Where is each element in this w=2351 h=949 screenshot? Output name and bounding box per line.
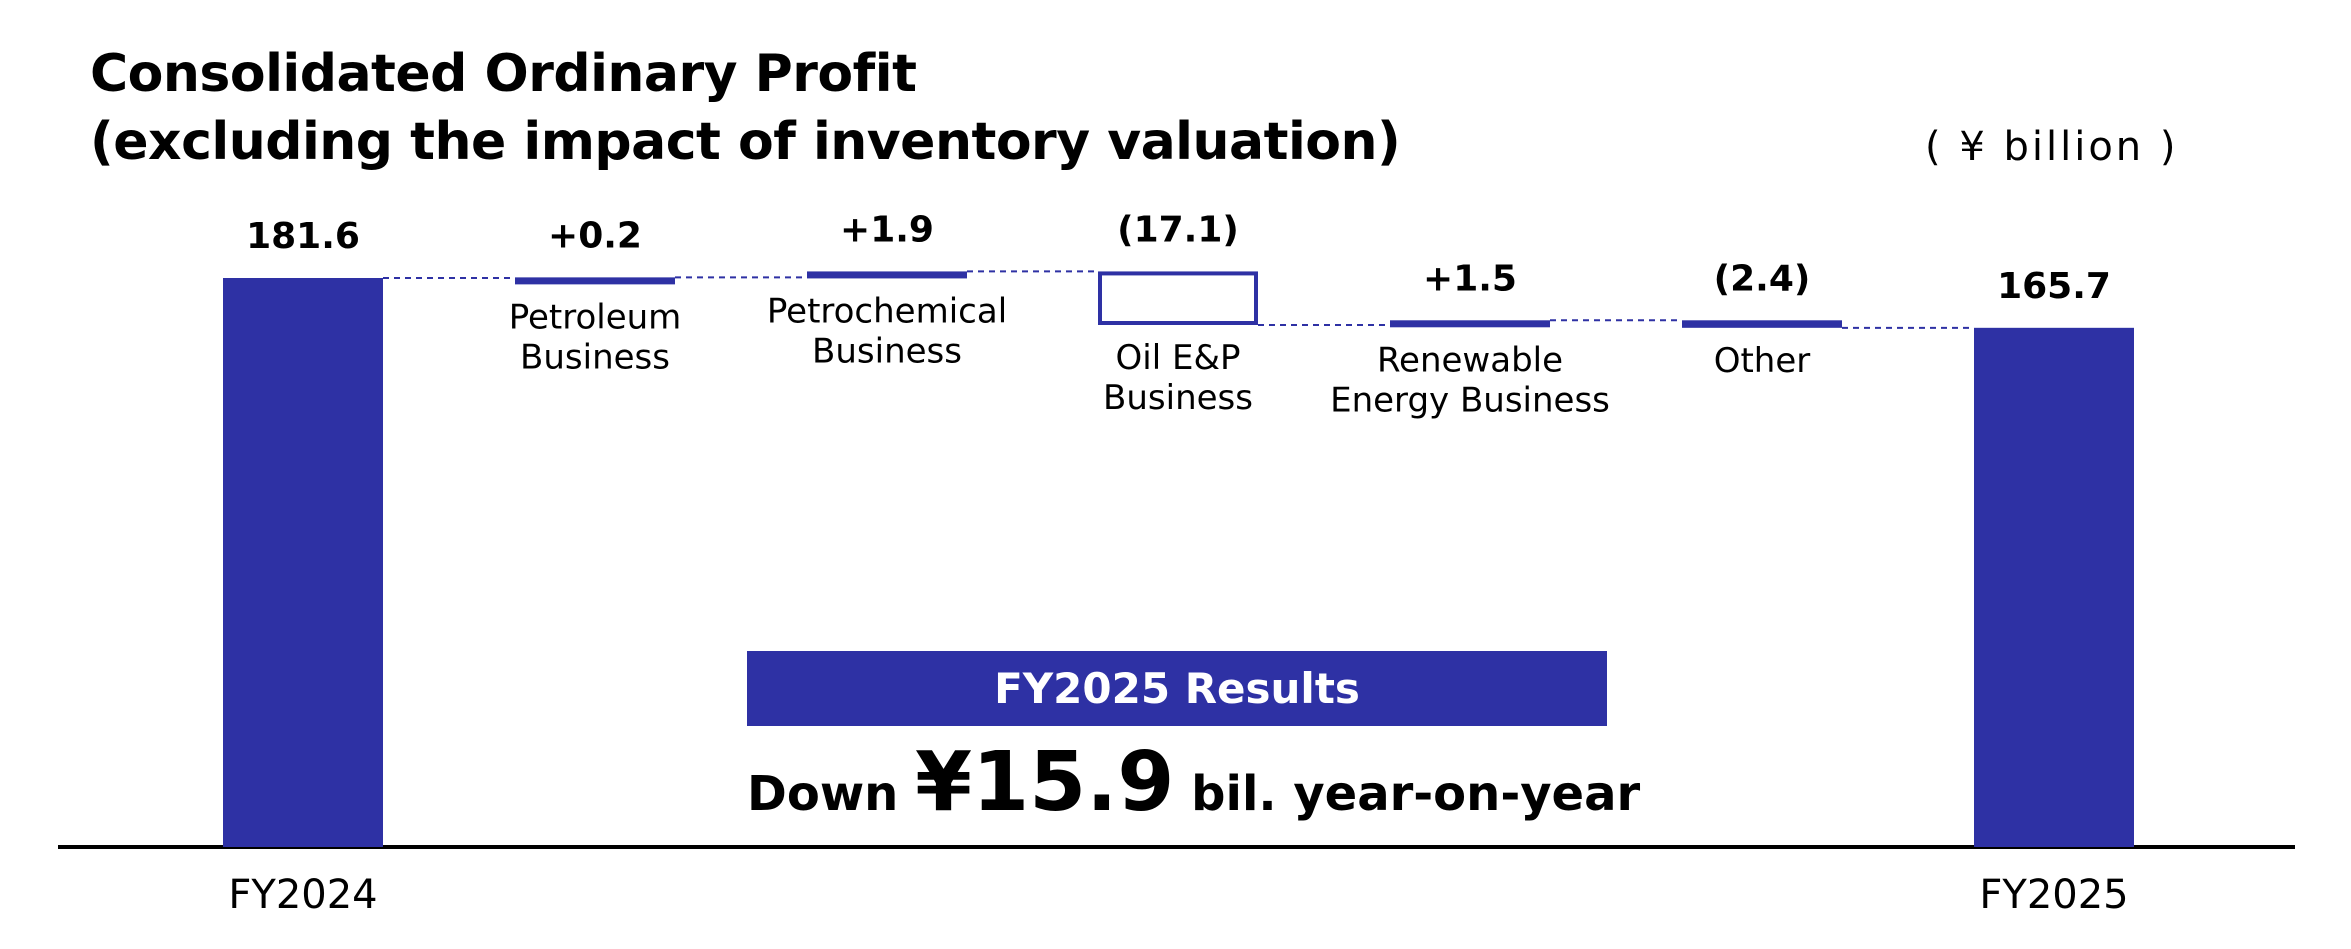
delta-bar-petrochemical xyxy=(807,271,967,279)
chart-title: Consolidated Ordinary Profit (excluding … xyxy=(90,40,1401,176)
category-label: Business xyxy=(1103,378,1253,418)
delta-bar-petroleum xyxy=(515,277,675,285)
chart-title-line2: (excluding the impact of inventory valua… xyxy=(90,112,1401,172)
x-tick-label: FY2025 xyxy=(1979,872,2128,918)
category-label: Business xyxy=(812,331,962,371)
category-label: Oil E&P xyxy=(1116,338,1241,378)
value-label: (2.4) xyxy=(1714,258,1811,299)
category-label: Petrochemical xyxy=(767,291,1007,331)
unit-label: ( ¥ billion ) xyxy=(1925,124,2179,170)
delta-bar-oil-e-p xyxy=(1098,271,1258,325)
bar-fy2024 xyxy=(223,278,383,847)
category-label: Energy Business xyxy=(1330,380,1610,420)
bar-fy2025 xyxy=(1974,327,2134,847)
delta-bar-other xyxy=(1682,320,1842,328)
value-label: 165.7 xyxy=(1997,266,2111,307)
value-label: 181.6 xyxy=(246,216,360,257)
results-banner: FY2025 Results xyxy=(747,651,1607,726)
value-label: +1.9 xyxy=(840,209,934,250)
chart-title-line1: Consolidated Ordinary Profit xyxy=(90,44,917,104)
summary-amount: ¥15.9 xyxy=(915,735,1175,830)
x-tick-label: FY2024 xyxy=(228,872,377,918)
value-label: +1.5 xyxy=(1423,258,1517,299)
value-label: +0.2 xyxy=(548,215,642,256)
summary-prefix: Down xyxy=(747,766,916,822)
results-banner-label: FY2025 Results xyxy=(994,664,1360,713)
delta-bar-renewable xyxy=(1390,320,1550,328)
results-summary: Down ¥15.9 bil. year-on-year xyxy=(747,735,1640,830)
category-label: Renewable xyxy=(1377,340,1563,380)
value-label: (17.1) xyxy=(1117,209,1239,250)
category-label: Business xyxy=(520,337,670,377)
category-label: Petroleum xyxy=(509,297,682,337)
summary-suffix: bil. year-on-year xyxy=(1174,766,1641,822)
category-label: Other xyxy=(1714,341,1811,381)
